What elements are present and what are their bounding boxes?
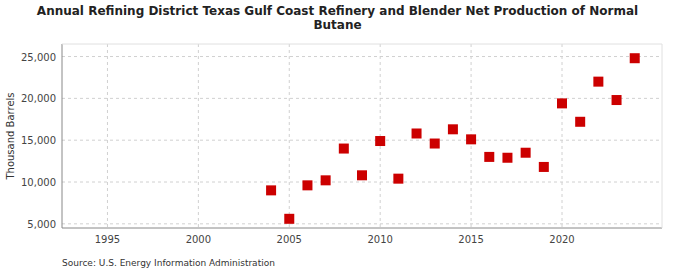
x-tick-label: 2020 — [549, 234, 574, 245]
point — [448, 124, 458, 134]
y-tick-label: 20,000 — [21, 93, 56, 104]
grid-line-y — [62, 223, 662, 224]
point — [266, 185, 276, 195]
point — [630, 53, 640, 63]
grid-line-y — [62, 182, 662, 183]
point — [412, 128, 422, 138]
point — [430, 139, 440, 149]
point — [612, 95, 622, 105]
y-tick-label: 15,000 — [21, 135, 56, 146]
point — [502, 153, 512, 163]
title: Annual Refining District Texas Gulf Coas… — [37, 4, 638, 32]
points — [266, 53, 640, 224]
x-tick-label: 1995 — [95, 234, 120, 245]
grid — [62, 44, 662, 228]
x-axis-line — [62, 228, 662, 229]
y-tick-label: 25,000 — [21, 52, 56, 63]
point — [393, 174, 403, 184]
grid-line-x — [562, 44, 563, 228]
point — [357, 170, 367, 180]
grid-line-x — [380, 44, 381, 228]
title-line: Annual Refining District Texas Gulf Coas… — [37, 4, 638, 18]
point — [593, 77, 603, 87]
point — [302, 180, 312, 190]
chart: Annual Refining District Texas Gulf Coas… — [0, 0, 675, 275]
x-tick-label: 2000 — [186, 234, 211, 245]
point — [521, 148, 531, 158]
y-axis-line — [62, 44, 63, 228]
point — [375, 136, 385, 146]
grid-line-y — [62, 140, 662, 141]
source: Source: U.S. Energy Information Administ… — [62, 258, 275, 268]
grid-line-x — [289, 44, 290, 228]
frame-right — [662, 44, 663, 228]
y-tick-label: 10,000 — [21, 177, 56, 188]
x-tick-label: 2010 — [367, 234, 392, 245]
title-line: Butane — [313, 18, 361, 32]
x-tick-label: 2015 — [458, 234, 483, 245]
point — [284, 214, 294, 224]
y-axis-label: Thousand Barrels — [5, 92, 16, 180]
y-tick-label: 5,000 — [27, 219, 56, 230]
point — [321, 175, 331, 185]
point — [557, 98, 567, 108]
x-tick-label: 2005 — [277, 234, 302, 245]
grid-line-x — [107, 44, 108, 228]
point — [539, 162, 549, 172]
point — [484, 152, 494, 162]
frame-top — [62, 44, 662, 45]
point — [339, 144, 349, 154]
grid-line-x — [198, 44, 199, 228]
point — [575, 117, 585, 127]
point — [466, 134, 476, 144]
grid-line-y — [62, 56, 662, 57]
grid-line-y — [62, 98, 662, 99]
